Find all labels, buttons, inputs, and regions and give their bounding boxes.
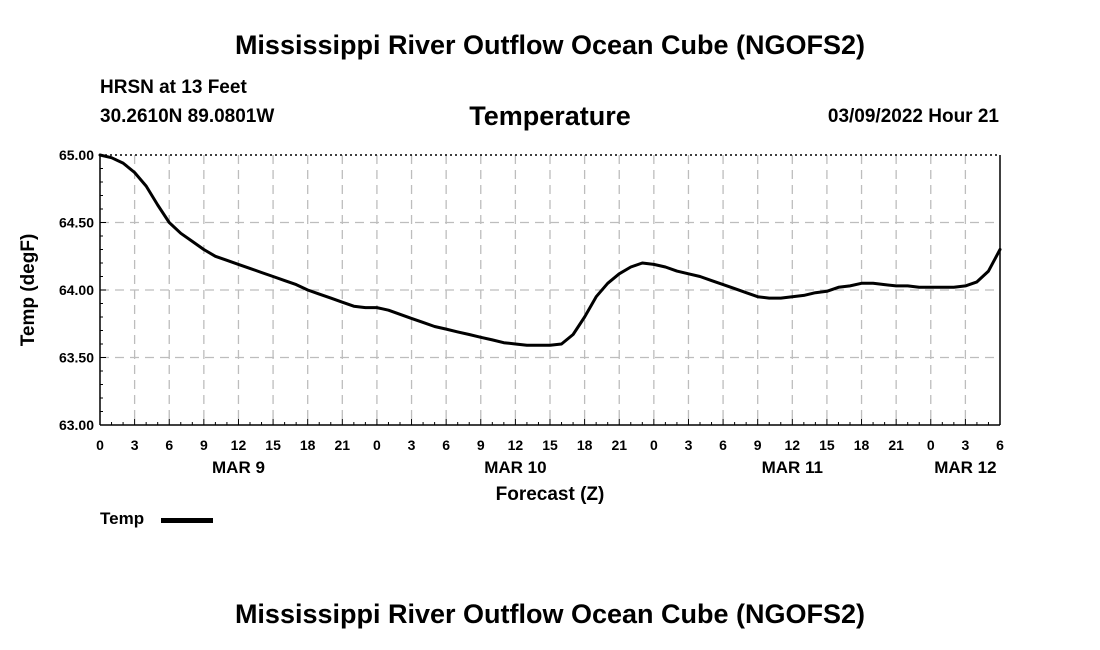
station-label: HRSN at 13 Feet (100, 77, 247, 98)
x-tick-label: 0 (927, 437, 935, 453)
date-label: MAR 10 (484, 458, 546, 477)
y-tick-label: 64.50 (59, 215, 94, 231)
chart-title: Mississippi River Outflow Ocean Cube (NG… (234, 30, 866, 60)
x-tick-label: 9 (754, 437, 762, 453)
y-tick-label: 63.50 (59, 350, 94, 366)
station-coordinates: 30.2610N 89.0801W (100, 106, 275, 127)
grid (100, 155, 1000, 425)
legend-swatch (161, 518, 213, 523)
footer-title: Mississippi River Outflow Ocean Cube (NG… (234, 599, 866, 629)
x-tick-label: 0 (650, 437, 658, 453)
y-tick-label: 63.00 (59, 417, 94, 433)
y-tick-label: 65.00 (59, 147, 94, 163)
x-tick-label: 12 (508, 437, 524, 453)
x-tick-label: 18 (300, 437, 316, 453)
x-tick-label: 6 (442, 437, 450, 453)
x-tick-label: 3 (131, 437, 139, 453)
x-tick-label: 15 (265, 437, 281, 453)
series-layer (98, 153, 1002, 347)
x-tick-label: 18 (854, 437, 870, 453)
date-label: MAR 9 (212, 458, 265, 477)
x-tick-label: 6 (165, 437, 173, 453)
x-tick-label: 21 (888, 437, 904, 453)
y-tick-label: 64.00 (59, 282, 94, 298)
date-label: MAR 12 (934, 458, 996, 477)
x-tick-label: 12 (231, 437, 247, 453)
axes: 63.00 63.50 64.00 64.50 65.00 0 3 6 9 12 15 18 21 0 3 6… (18, 147, 1004, 505)
series-line-temp (98, 153, 1002, 347)
y-axis-label: Temp (degF) (18, 234, 39, 347)
x-tick-label: 15 (819, 437, 835, 453)
x-tick-label: 9 (477, 437, 485, 453)
x-tick-label: 21 (611, 437, 627, 453)
date-label: MAR 11 (762, 458, 823, 477)
panel-title: Temperature (469, 101, 631, 131)
x-tick-label: 6 (719, 437, 727, 453)
x-tick-label: 12 (785, 437, 801, 453)
x-tick-label: 0 (96, 437, 104, 453)
legend-label: Temp (100, 509, 145, 528)
x-tick-label: 6 (996, 437, 1004, 453)
x-tick-label: 15 (542, 437, 558, 453)
x-axis-label: Forecast (Z) (496, 484, 605, 505)
x-tick-label: 3 (408, 437, 416, 453)
x-tick-label: 0 (373, 437, 381, 453)
x-tick-label: 3 (685, 437, 693, 453)
x-tick-label: 9 (200, 437, 208, 453)
x-tick-label: 18 (577, 437, 593, 453)
run-date: 03/09/2022 Hour 21 (827, 106, 999, 127)
x-tick-label: 3 (961, 437, 969, 453)
x-tick-label: 21 (335, 437, 351, 453)
